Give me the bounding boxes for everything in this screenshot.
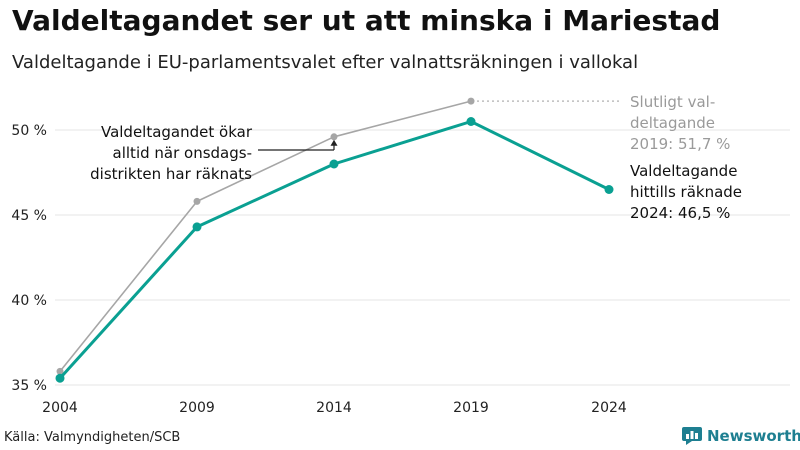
data-point-counted — [55, 373, 65, 383]
series-line-final — [59, 100, 472, 372]
grid-lines — [55, 129, 790, 386]
data-point-counted — [329, 159, 339, 169]
annotation-text: deltagande — [630, 114, 715, 132]
x-axis-ticks: 2004 2009 2014 2019 2024 — [42, 400, 627, 416]
x-tick-label: 2019 — [453, 400, 489, 416]
newsworthy-logo-icon — [682, 427, 702, 445]
y-tick-label: 50 % — [11, 123, 47, 139]
annotation-arrowhead — [330, 139, 338, 146]
brand-name: Newsworthy — [707, 427, 800, 445]
annotation-text: Valdeltagande — [630, 162, 737, 180]
annotations: Valdeltagandet ökar alltid när onsdags-di… — [90, 93, 742, 222]
y-tick-label: 45 % — [11, 208, 47, 224]
series-lines — [55, 97, 614, 383]
y-tick-label: 40 % — [11, 293, 47, 309]
data-point-final — [330, 133, 338, 141]
annotation-text: Valdeltagandet ökar — [101, 123, 253, 141]
data-point-final — [467, 97, 475, 105]
data-point-final — [56, 367, 64, 375]
y-axis-ticks: 35 % 40 % 45 % 50 % — [11, 123, 47, 394]
data-point-counted — [466, 117, 476, 126]
data-point-counted — [604, 185, 614, 194]
data-point-final — [193, 197, 201, 205]
annotation-text: Slutligt val- — [630, 93, 715, 111]
chart-title: Valdeltagandet ser ut att minska i Marie… — [12, 4, 721, 37]
annotation-text: alltid när onsdags- — [113, 144, 252, 162]
source-note: Källa: Valmyndigheten/SCB — [4, 430, 181, 445]
x-tick-label: 2014 — [316, 400, 352, 416]
x-tick-label: 2024 — [591, 400, 627, 416]
annotation-text: hittills räknade — [630, 183, 742, 201]
annotation-text: 2024: 46,5 % — [630, 204, 730, 222]
y-tick-label: 35 % — [11, 378, 47, 394]
brand-logo: Newsworthy — [682, 427, 800, 445]
chart-subtitle: Valdeltagande i EU-parlamentsvalet efter… — [12, 52, 639, 73]
annotation-text: 2019: 51,7 % — [630, 135, 730, 153]
data-point-counted — [192, 222, 202, 232]
x-tick-label: 2004 — [42, 400, 78, 416]
x-tick-label: 2009 — [179, 400, 215, 416]
annotation-text: distrikten har räknats — [90, 165, 252, 183]
